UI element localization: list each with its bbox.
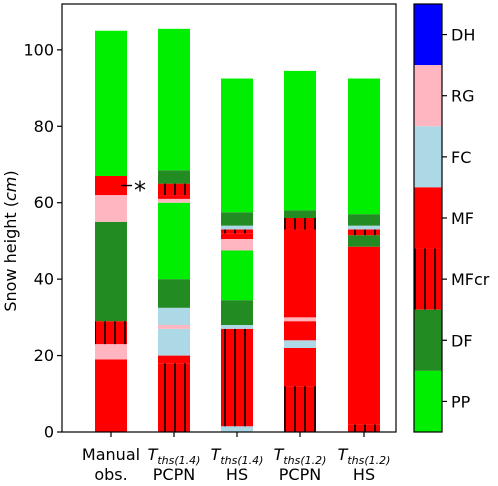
legend-swatch-mf — [414, 187, 442, 249]
y-tick-label: 60 — [34, 193, 54, 212]
y-axis-label: Snow height (cm) — [1, 170, 20, 311]
legend-swatch-df — [414, 309, 442, 371]
legend-label: DH — [451, 26, 475, 45]
legend-label: MF — [451, 209, 474, 228]
bar-segment-pp — [158, 28, 190, 171]
svg-text:Snow height (cm): Snow height (cm) — [1, 170, 20, 311]
bar-segment-pp — [95, 30, 127, 176]
bar-segment-mf — [348, 246, 380, 425]
bar-segment-hatch — [284, 218, 316, 230]
x-tick-label: Tths(1.2) — [274, 445, 327, 467]
bar-segment-pp — [348, 78, 380, 215]
legend-swatch-fc — [414, 126, 442, 188]
y-tick-label: 20 — [34, 346, 54, 365]
bar-segment-rg — [95, 195, 127, 222]
bar-column-1 — [95, 30, 127, 432]
bar-segment-pp — [221, 78, 253, 213]
bar-segment-fc — [284, 340, 316, 348]
bar-segment-mf — [221, 233, 253, 240]
x-tick-label-line2: obs. — [94, 465, 127, 484]
bar-column-4 — [284, 70, 316, 432]
bar-segment-mf — [158, 355, 190, 364]
bar-segment-mf — [95, 359, 127, 432]
bar-segment-mf — [95, 175, 127, 196]
bar-segment-df — [95, 221, 127, 322]
x-tick-label: Manual — [82, 445, 140, 464]
bar-segment-df — [158, 279, 190, 308]
y-axis: 0 20 40 60 80 100 — [23, 40, 62, 442]
x-tick-label: Tths(1.4) — [148, 445, 201, 467]
annotation-star: * — [134, 177, 146, 205]
bar-segment-pp — [221, 250, 253, 301]
x-tick-label-line2: PCPN — [153, 465, 195, 484]
bar-segment-mf — [284, 321, 316, 341]
bar-segment-df — [221, 212, 253, 226]
bar-column-5 — [348, 78, 380, 432]
legend-label: DF — [451, 331, 473, 350]
bar-segment-hatch — [348, 229, 380, 236]
legend-swatch-dh — [414, 4, 442, 66]
x-tick-label-line2: HS — [226, 465, 248, 484]
bar-segment-hatch — [221, 229, 253, 234]
bar-segment-rg — [158, 325, 190, 329]
bar-segment-pp — [284, 70, 316, 211]
bar-segment-hatch — [221, 328, 253, 427]
bar-segment-fc — [158, 307, 190, 325]
y-tick-label: 0 — [44, 423, 54, 442]
bar-segment-df — [158, 170, 190, 184]
bar-stacks — [95, 28, 380, 432]
legend-swatch-hatch — [414, 248, 442, 310]
bar-segment-df — [348, 235, 380, 247]
legend-label: RG — [451, 87, 475, 106]
legend-swatch-rg — [414, 65, 442, 127]
bar-segment-hatch — [158, 363, 190, 432]
bar-segment-pp — [158, 202, 190, 280]
bar-column-2 — [158, 28, 190, 432]
annotation: * — [121, 177, 146, 205]
x-tick-label-line2: PCPN — [279, 465, 321, 484]
bar-segment-hatch — [158, 183, 190, 196]
x-axis: Manualobs.Tths(1.4)PCPNTths(1.4)HSTths(1… — [82, 432, 391, 484]
bar-segment-rg — [284, 317, 316, 322]
bar-segment-df — [221, 300, 253, 325]
bar-segment-mf — [158, 195, 190, 199]
bar-segment-df — [348, 214, 380, 226]
y-tick-label: 80 — [34, 117, 54, 136]
legend-label: FC — [451, 148, 471, 167]
bar-segment-hatch — [284, 386, 316, 432]
bar-segment-rg — [95, 344, 127, 360]
bar-segment-rg — [158, 198, 190, 203]
legend-label: MFcr — [451, 270, 490, 289]
bar-segment-fc — [221, 225, 253, 230]
bar-segment-mf — [284, 347, 316, 387]
bar-segment-fc — [158, 328, 190, 356]
x-tick-label-line2: HS — [353, 465, 375, 484]
bar-segment-hatch — [95, 321, 127, 345]
legend-swatch-pp — [414, 370, 442, 432]
bar-column-3 — [221, 78, 253, 432]
y-tick-label: 100 — [23, 40, 54, 59]
y-tick-label: 40 — [34, 270, 54, 289]
plot-frame — [61, 3, 397, 433]
bar-segment-fc — [348, 225, 380, 230]
legend-frame — [413, 3, 443, 433]
x-tick-label: Tths(1.2) — [338, 445, 391, 467]
bar-segment-fc — [221, 426, 253, 432]
x-tick-label: Tths(1.4) — [211, 445, 264, 467]
legend-colorbar: DH RG FC MF MFcr DF PP — [413, 3, 490, 433]
legend-label: PP — [451, 392, 471, 411]
bar-segment-rg — [221, 239, 253, 251]
bar-segment-df — [284, 210, 316, 218]
bar-segment-mf — [284, 229, 316, 318]
bar-segment-hatch — [348, 424, 380, 432]
bar-segment-fc — [221, 325, 253, 329]
